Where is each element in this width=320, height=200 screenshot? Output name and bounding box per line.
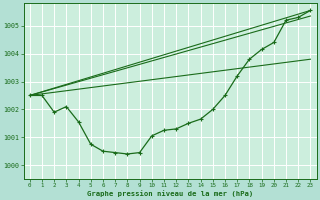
X-axis label: Graphe pression niveau de la mer (hPa): Graphe pression niveau de la mer (hPa) xyxy=(87,190,253,197)
